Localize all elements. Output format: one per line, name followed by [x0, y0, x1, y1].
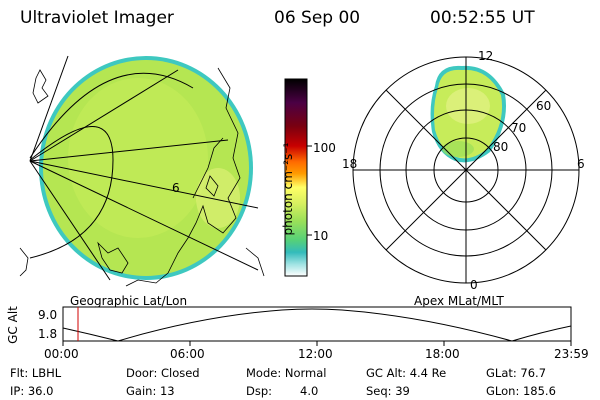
mlt-diagonal [385, 89, 547, 251]
time-label: 00:52:55 UT [430, 8, 535, 28]
dsp-info-label: Dsp: [246, 384, 273, 398]
colorbar-tick-100: 100 [313, 141, 336, 155]
dsp-info-value: 4.0 [300, 384, 319, 398]
mlat-label-60: 60 [536, 99, 551, 113]
gc-alt-plot [62, 306, 572, 346]
plot-frame [62, 306, 572, 342]
coastline [245, 247, 265, 277]
coastline [125, 67, 241, 287]
coastline [97, 241, 129, 274]
gain-info: Gain: 13 [126, 384, 175, 398]
geographic-image-panel: 6 [19, 55, 265, 287]
gc-alt-ylabel: GC Alt [5, 306, 20, 344]
gc-alt-info: GC Alt: 4.4 Re [366, 366, 447, 380]
ip-info: IP: 36.0 [10, 384, 54, 398]
meridian [29, 160, 111, 281]
coastline [32, 69, 49, 104]
gc-alt-ytick-top: 9.0 [38, 308, 58, 322]
meridian [29, 160, 259, 271]
meridian [29, 139, 229, 162]
gc-alt-xtick: 18:00 [425, 347, 460, 361]
gc-alt-xtick: 12:00 [298, 347, 333, 361]
meridian [29, 160, 259, 209]
gc-alt-xtick: 23:59 [554, 347, 589, 361]
geo-marker-text: 6 [172, 181, 180, 195]
polar-plot: 12 0 18 6 60 70 80 [342, 49, 585, 292]
mlat-label-80: 80 [493, 140, 508, 154]
lat-circle [29, 72, 194, 159]
glon-info: GLon: 185.6 [486, 384, 556, 398]
geo-panel-label: Geographic Lat/Lon [70, 294, 188, 308]
coastline [205, 175, 219, 197]
coastline [19, 247, 29, 277]
gc-alt-xtick: 00:00 [44, 347, 79, 361]
mlt-label-0: 0 [470, 278, 478, 292]
color-scale-bar [284, 78, 312, 277]
colorbar-tick-10: 10 [313, 229, 329, 243]
mlt-label-6: 6 [577, 157, 585, 171]
gc-alt-xtick: 06:00 [170, 347, 205, 361]
mode-info: Mode: Normal [246, 366, 327, 380]
lat-circle [29, 126, 114, 259]
meridian [29, 55, 69, 162]
door-info: Door: Closed [126, 366, 200, 380]
coastline [192, 137, 224, 199]
polar-panel-label: Apex MLat/MLT [414, 294, 504, 308]
colorbar-unit-label: photon cm⁻²s⁻¹ [281, 142, 295, 236]
glat-info: GLat: 76.7 [486, 366, 547, 380]
app-title: Ultraviolet Imager [20, 8, 174, 28]
mlat-label-70: 70 [511, 121, 526, 135]
gc-alt-ytick-bottom: 1.8 [38, 327, 58, 341]
filter-info: Flt: LBHL [10, 366, 62, 380]
date-label: 06 Sep 00 [274, 8, 361, 28]
mlt-label-12: 12 [478, 49, 493, 63]
mlt-label-18: 18 [342, 157, 357, 171]
seq-info: Seq: 39 [366, 384, 410, 398]
meridian [29, 69, 179, 162]
altitude-curve [62, 308, 572, 342]
